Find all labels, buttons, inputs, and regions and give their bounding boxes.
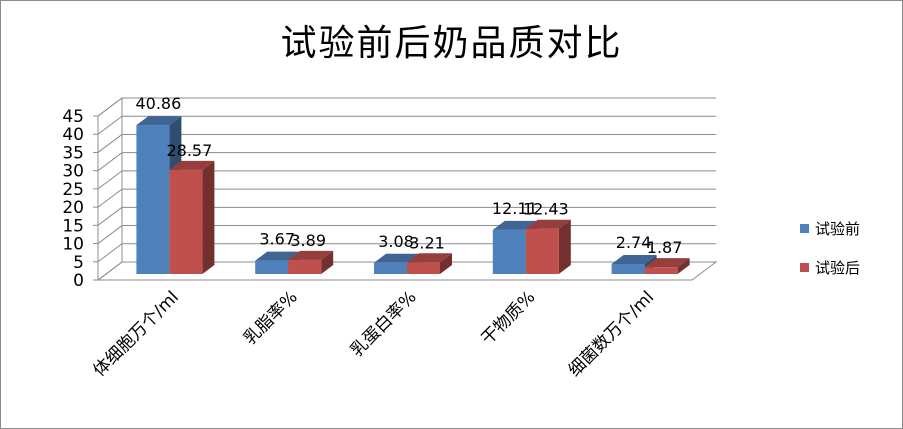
y-tick-label: 20 [62, 198, 84, 218]
y-tick-label: 35 [62, 143, 84, 163]
bar-1-1 [288, 259, 322, 274]
gridline-depth [97, 134, 123, 153]
bar-top-0-1 [169, 160, 215, 170]
data-label-2-0: 3.08 [378, 232, 414, 251]
legend-swatch-after [800, 263, 809, 272]
bar-top-1-1 [288, 250, 334, 260]
data-label-4-1: 1.87 [647, 238, 683, 257]
bar-top-3-1 [525, 219, 571, 229]
bar-3-1 [525, 228, 559, 274]
data-label-0-0: 40.86 [135, 94, 181, 113]
legend-label-after: 试验后 [815, 259, 861, 277]
bar-top-0-0 [136, 116, 182, 126]
gridline-depth [97, 115, 123, 135]
bar-4-0 [611, 264, 645, 274]
bar-2-0 [374, 262, 407, 274]
data-label-0-1: 28.57 [166, 141, 212, 160]
bar-top-4-0 [611, 255, 657, 265]
gridline-depth [97, 243, 123, 263]
x-label-0: 体细胞万个/ml [90, 287, 183, 380]
bar-top-2-1 [407, 253, 452, 263]
gridline-depth [97, 97, 123, 117]
x-label-2: 乳蛋白率% [347, 287, 421, 361]
bar-side-4-1 [677, 258, 690, 274]
gridline-depth [97, 170, 123, 190]
bar-side-3-1 [558, 219, 571, 274]
legend-swatch-before [800, 224, 809, 233]
bar-top-3-0 [492, 220, 538, 230]
bar-1-0 [255, 260, 289, 274]
y-tick-label: 45 [62, 107, 84, 127]
gridline-depth [97, 206, 123, 226]
gridline-depth [97, 188, 123, 208]
bar-top-1-0 [255, 251, 301, 261]
gridline-depth [97, 261, 123, 281]
gridline-depth [97, 152, 123, 172]
bar-side-1-1 [321, 250, 334, 274]
bar-side-2-1 [440, 253, 452, 274]
data-label-2-1: 3.21 [409, 233, 445, 252]
legend-label-before: 试验前 [815, 220, 861, 238]
y-tick-label: 30 [62, 162, 84, 182]
legend-item-after: 试验后 [800, 257, 860, 278]
bar-2-1 [407, 262, 440, 274]
bar-top-4-1 [644, 258, 690, 268]
x-label-1: 乳脂率% [240, 287, 302, 349]
bar-top-2-0 [374, 253, 419, 263]
data-label-1-0: 3.67 [259, 230, 295, 249]
data-label-3-1: 12.43 [523, 200, 569, 219]
bar-4-1 [644, 267, 678, 274]
y-tick-label: 10 [62, 235, 84, 255]
y-tick-label: 40 [62, 125, 84, 145]
x-label-3: 干物质% [478, 287, 540, 349]
x-label-4: 细菌数万个/ml [565, 287, 658, 380]
bar-0-1 [169, 169, 203, 274]
y-tick-label: 25 [62, 180, 84, 200]
y-tick-label: 5 [73, 253, 84, 273]
y-tick-label: 0 [73, 271, 84, 291]
bar-side-0-1 [202, 160, 215, 274]
chart-title: 试验前后奶品质对比 [280, 23, 623, 64]
gridline-depth [97, 225, 123, 244]
bar-0-0 [136, 125, 170, 274]
y-tick-label: 15 [62, 216, 84, 236]
bar-3-0 [492, 229, 526, 274]
data-label-3-0: 12.11 [492, 199, 538, 218]
data-label-1-1: 3.89 [290, 231, 326, 250]
data-label-4-0: 2.74 [616, 233, 652, 252]
legend-item-before: 试验前 [800, 218, 860, 239]
